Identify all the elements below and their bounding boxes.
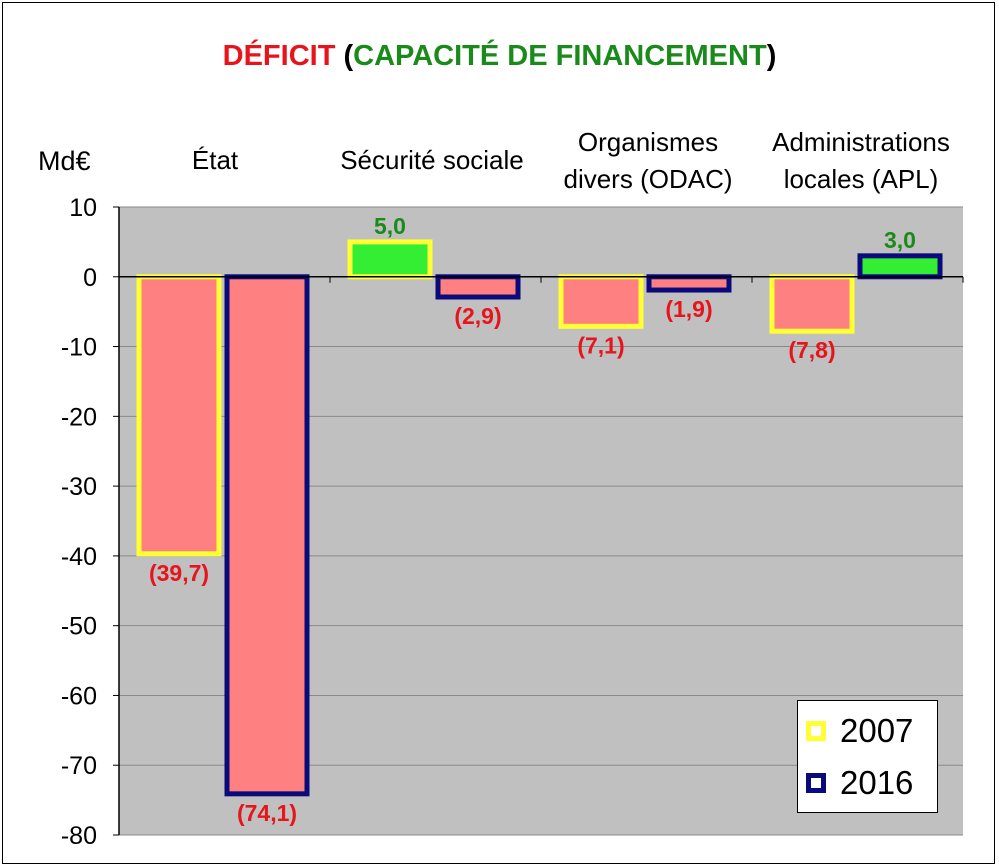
bar-2016-0 bbox=[224, 274, 310, 797]
y-tick-label: -50 bbox=[61, 613, 97, 641]
data-label: (1,9) bbox=[665, 296, 712, 322]
title-open-paren: ( bbox=[343, 40, 354, 72]
y-tick-label: -20 bbox=[61, 403, 97, 431]
category-label: État bbox=[100, 142, 330, 179]
bar-2016-2 bbox=[646, 274, 732, 293]
category-label-line: Sécurité sociale bbox=[340, 145, 524, 175]
y-tick-label: 10 bbox=[69, 194, 97, 222]
category-label: Organismes divers (ODAC) bbox=[533, 124, 763, 198]
data-label: (7,1) bbox=[577, 332, 624, 358]
legend-item-2016: 2016 bbox=[806, 763, 913, 803]
y-tick-label: -80 bbox=[61, 822, 97, 850]
title-capacity: CAPACITÉ DE FINANCEMENT bbox=[353, 40, 767, 72]
category-label-line: divers (ODAC) bbox=[563, 164, 733, 194]
y-tick-label: -40 bbox=[61, 543, 97, 571]
legend-item-2007: 2007 bbox=[806, 711, 913, 751]
legend: 2007 2016 bbox=[797, 700, 938, 813]
y-tick-label: 0 bbox=[83, 264, 97, 292]
legend-label-2016: 2016 bbox=[840, 764, 914, 801]
data-label: (2,9) bbox=[454, 303, 501, 329]
legend-label-2007: 2007 bbox=[840, 712, 914, 749]
legend-swatch-2016 bbox=[806, 773, 826, 793]
category-label-line: Administrations bbox=[772, 127, 950, 157]
y-tick-label: -70 bbox=[61, 752, 97, 780]
bar-2016-3 bbox=[857, 253, 943, 280]
bar-2007-2 bbox=[558, 274, 644, 329]
data-label: 5,0 bbox=[374, 213, 406, 239]
data-label: (74,1) bbox=[237, 800, 297, 826]
y-tick-label: -60 bbox=[61, 682, 97, 710]
category-label-line: État bbox=[191, 145, 239, 175]
category-label: Sécurité sociale bbox=[317, 142, 547, 179]
bar-2007-3 bbox=[769, 274, 855, 334]
chart-title: DÉFICIT (CAPACITÉ DE FINANCEMENT) bbox=[0, 40, 999, 73]
legend-swatch-2007 bbox=[806, 721, 826, 741]
data-label: 3,0 bbox=[884, 227, 916, 253]
bar-2007-1 bbox=[347, 239, 433, 280]
category-label-line: locales (APL) bbox=[783, 164, 939, 194]
category-label-line: Organismes bbox=[577, 127, 719, 157]
title-close-paren: ) bbox=[766, 40, 777, 72]
bar-2007-0 bbox=[136, 274, 222, 557]
y-tick-label: -10 bbox=[61, 334, 97, 362]
y-unit-label: Md€ bbox=[38, 146, 91, 176]
y-tick-label: -30 bbox=[61, 473, 97, 501]
data-label: (7,8) bbox=[788, 337, 835, 363]
bar-2016-1 bbox=[435, 274, 521, 300]
category-label: Administrations locales (APL) bbox=[746, 124, 976, 198]
title-deficit: DÉFICIT bbox=[222, 40, 336, 72]
data-label: (39,7) bbox=[149, 560, 209, 586]
